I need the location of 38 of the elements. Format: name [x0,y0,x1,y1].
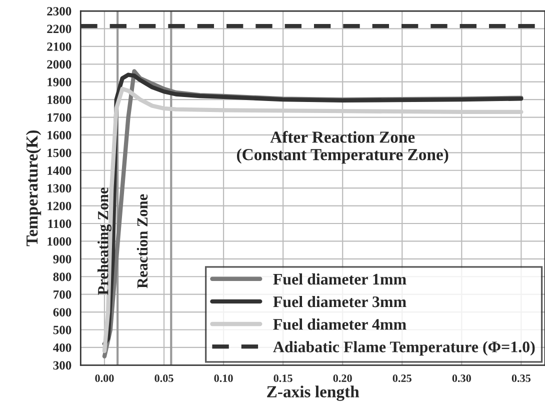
y-tick-label: 1900 [48,78,72,86]
y-tick-label: 900 [53,254,72,264]
y-tick-label: 2100 [47,42,72,51]
y-tick-label: 2300 [47,7,72,16]
y-tick-label: 600 [53,308,72,316]
y-tick-label: 1500 [48,148,72,158]
y-tick-label: 300 [53,361,72,370]
y-axis-title: Temperature(K) [26,130,42,246]
y-tick-label: 1300 [48,184,72,193]
x-tick-label: 0.10 [214,374,233,382]
y-tick-label: 400 [53,343,72,352]
annotation: Preheating Zone [97,188,112,295]
y-tick-label: 1200 [48,202,72,210]
legend-label: Fuel diameter 1mm [273,273,406,285]
y-tick-label: 800 [53,272,72,282]
annotation: After Reaction Zone (Constant Temperature Zone) [236,130,448,164]
x-tick-label: 0.30 [452,374,471,382]
y-tick-label: 1400 [48,166,72,175]
y-tick-label: 500 [53,326,72,334]
y-tick-label: 1600 [48,130,72,140]
y-tick-label: 1000 [48,237,72,246]
x-tick-label: 0.00 [95,374,114,382]
x-tick-label: 0.05 [154,374,174,382]
y-tick-label: 1100 [48,220,72,228]
y-tick-label: 700 [54,290,72,299]
y-tick-label: 1800 [48,96,72,104]
x-tick-label: 0.25 [392,374,412,382]
annotation: Reaction Zone [136,194,148,288]
legend-label: Fuel diameter 4mm [273,318,406,330]
x-tick-label: 0.35 [512,374,531,382]
y-tick-label: 2000 [47,60,72,69]
y-tick-label: 1700 [48,113,72,122]
legend-label: Adiabatic Flame Temperature (Φ=1.0) [273,341,535,356]
x-axis-title: Z-axis length [267,386,360,401]
legend-label: Fuel diameter 3mm [273,296,406,308]
x-tick-label: 0.20 [333,374,352,382]
y-tick-label: 2200 [47,24,72,34]
x-tick-label: 0.15 [274,374,292,382]
